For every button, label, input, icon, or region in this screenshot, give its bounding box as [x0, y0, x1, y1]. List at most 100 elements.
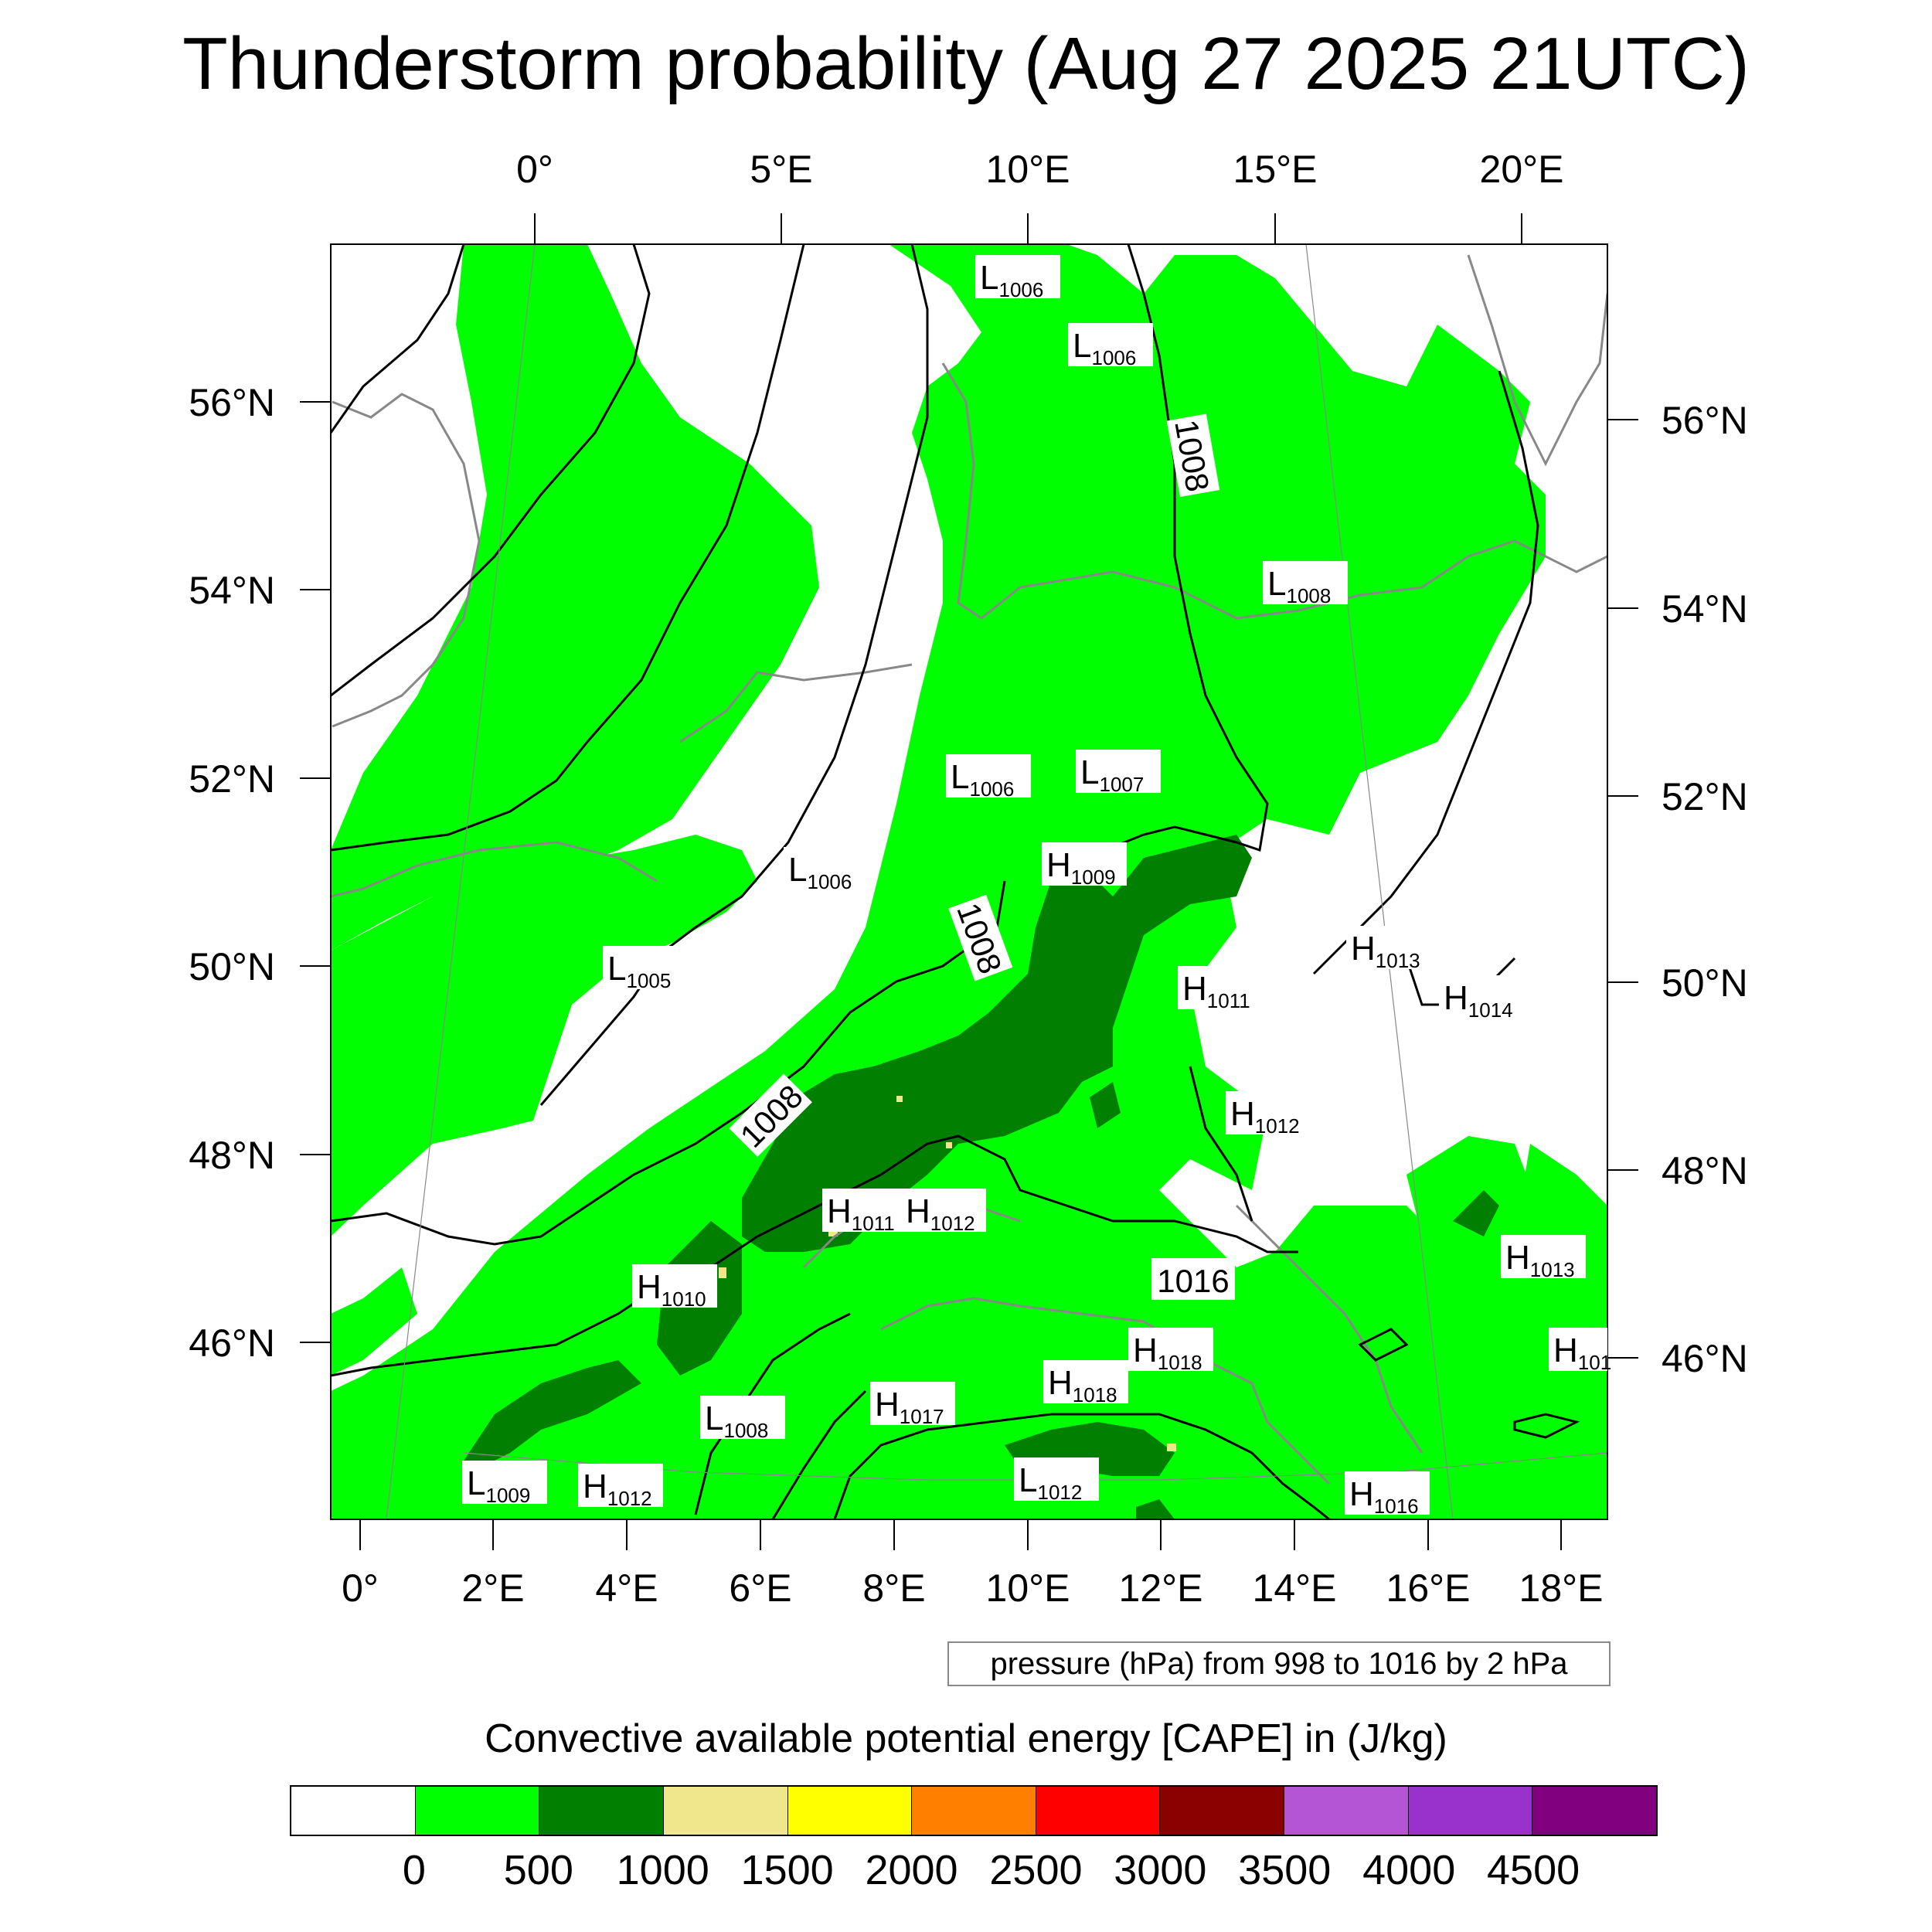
pressure-center-label: H1010 [632, 1264, 717, 1311]
svg-text:H1012: H1012 [583, 1468, 652, 1510]
pressure-center-label: L1006 [1068, 323, 1153, 369]
pressure-center-label: H1017 [870, 1382, 955, 1428]
svg-text:H1012: H1012 [1230, 1095, 1300, 1138]
svg-text:H1012: H1012 [906, 1192, 975, 1235]
pressure-center-label: H101 [1549, 1328, 1611, 1374]
right-lat-label: 56°N [1662, 399, 1748, 442]
bottom-lon-label: 2°E [461, 1566, 524, 1610]
pressure-center-label: L1007 [1076, 750, 1161, 796]
svg-text:L1006: L1006 [1073, 327, 1136, 369]
colorbar-label: 2000 [865, 1847, 958, 1893]
svg-text:L1005: L1005 [607, 950, 671, 992]
left-lat-label: 52°N [189, 757, 275, 801]
right-ticks [1607, 419, 1638, 1359]
pressure-center-label: H1013 [1346, 926, 1431, 972]
colorbar-label: 1000 [616, 1847, 709, 1893]
pressure-center-label: H1018 [1043, 1360, 1128, 1406]
pressure-center-label: H1012 [901, 1189, 986, 1235]
svg-text:L1012: L1012 [1019, 1461, 1082, 1504]
svg-text:L1006: L1006 [951, 758, 1014, 801]
coastlines [331, 254, 1607, 1485]
pressure-center-label: H1011 [822, 1189, 907, 1235]
svg-text:L1009: L1009 [467, 1464, 530, 1507]
bottom-lon-label: 4°E [595, 1566, 658, 1610]
right-lat-label: 50°N [1662, 961, 1748, 1005]
pressure-center-label: L1005 [603, 946, 688, 992]
left-lat-label: 46°N [189, 1321, 275, 1365]
pressure-center-label: H1012 [1226, 1091, 1311, 1138]
svg-text:H101: H101 [1553, 1332, 1611, 1374]
colorbar-swatch [1284, 1787, 1409, 1835]
colorbar-label: 4000 [1362, 1847, 1456, 1893]
pressure-note: pressure (hPa) from 998 to 1016 by 2 hPa [947, 1641, 1611, 1686]
colorbar-swatch [539, 1787, 664, 1835]
colorbar-swatch [1160, 1787, 1285, 1835]
pressure-center-label: H1018 [1128, 1328, 1213, 1374]
bottom-lon-label: 16°E [1386, 1566, 1471, 1610]
pressure-center-label: H1011 [1178, 966, 1263, 1012]
top-lon-label: 5°E [750, 148, 812, 191]
svg-text:H1018: H1018 [1048, 1364, 1117, 1406]
bottom-lon-label: 6°E [729, 1566, 791, 1610]
colorbar-swatch [291, 1787, 416, 1835]
pressure-center-label: L1006 [784, 847, 869, 893]
colorbar-swatch [663, 1787, 788, 1835]
right-lat-label: 48°N [1662, 1149, 1748, 1192]
svg-text:H1009: H1009 [1046, 846, 1116, 889]
svg-text:H1017: H1017 [875, 1386, 944, 1428]
colorbar-title: Convective available potential energy [C… [485, 1716, 1447, 1761]
colorbar-swatch [912, 1787, 1036, 1835]
pressure-center-label: L1006 [975, 255, 1060, 301]
left-lat-label: 56°N [189, 381, 275, 424]
colorbar-label: 3000 [1114, 1847, 1207, 1893]
svg-text:H1014: H1014 [1444, 979, 1513, 1022]
svg-text:H1013: H1013 [1505, 1239, 1575, 1281]
map-title: Thunderstorm probability (Aug 27 2025 21… [182, 22, 1750, 105]
svg-text:H1010: H1010 [637, 1268, 706, 1311]
colorbar-label: 3500 [1238, 1847, 1332, 1893]
svg-text:H1018: H1018 [1133, 1332, 1202, 1374]
colorbar-label: 1500 [740, 1847, 834, 1893]
pressure-center-label: L1008 [700, 1396, 785, 1442]
bottom-lon-label: 14°E [1253, 1566, 1337, 1610]
svg-text:H1013: H1013 [1351, 930, 1420, 972]
left-ticks [300, 401, 331, 1343]
colorbar-swatch [415, 1787, 540, 1835]
colorbar-label: 500 [503, 1847, 573, 1893]
pressure-center-label: H1012 [578, 1464, 663, 1510]
svg-text:L1008: L1008 [1267, 565, 1331, 607]
colorbar [290, 1785, 1658, 1836]
pressure-center-label: H1009 [1042, 842, 1127, 889]
colorbar-labels: 0 500 1000 1500 2000 2500 3000 3500 4000 4500 [0, 1845, 1932, 1900]
svg-text:1016: 1016 [1157, 1263, 1229, 1299]
isobar-label: 1008 [1166, 413, 1220, 498]
svg-text:L1006: L1006 [980, 259, 1043, 301]
isobar-label: 1016 [1151, 1258, 1235, 1300]
colorbar-label: 0 [402, 1847, 426, 1893]
colorbar-swatch [1408, 1787, 1533, 1835]
left-lat-label: 50°N [189, 945, 275, 988]
svg-text:L1007: L1007 [1080, 753, 1144, 796]
map-frame [330, 243, 1608, 1520]
colorbar-swatch [1532, 1787, 1657, 1835]
pressure-center-label: L1008 [1263, 561, 1348, 607]
bottom-lon-label: 18°E [1519, 1566, 1604, 1610]
pressure-center-label: L1006 [946, 754, 1031, 801]
bottom-lon-label: 0° [342, 1566, 379, 1610]
left-lat-label: 54°N [189, 569, 275, 612]
svg-text:H1011: H1011 [1182, 970, 1250, 1012]
pressure-center-label: L1009 [462, 1461, 547, 1507]
bottom-ticks [359, 1519, 1562, 1550]
pressure-center-label: H1013 [1501, 1235, 1586, 1281]
svg-text:L1008: L1008 [705, 1400, 768, 1442]
top-lon-label: 20°E [1480, 148, 1564, 191]
top-lon-label: 10°E [986, 148, 1070, 191]
colorbar-label: 4500 [1487, 1847, 1580, 1893]
svg-text:L1006: L1006 [788, 851, 852, 893]
colorbar-swatch [787, 1787, 913, 1835]
colorbar-label: 2500 [989, 1847, 1083, 1893]
isobar-label: 1008 [729, 1073, 812, 1157]
top-lon-label: 0° [516, 148, 553, 191]
top-ticks [534, 213, 1522, 244]
